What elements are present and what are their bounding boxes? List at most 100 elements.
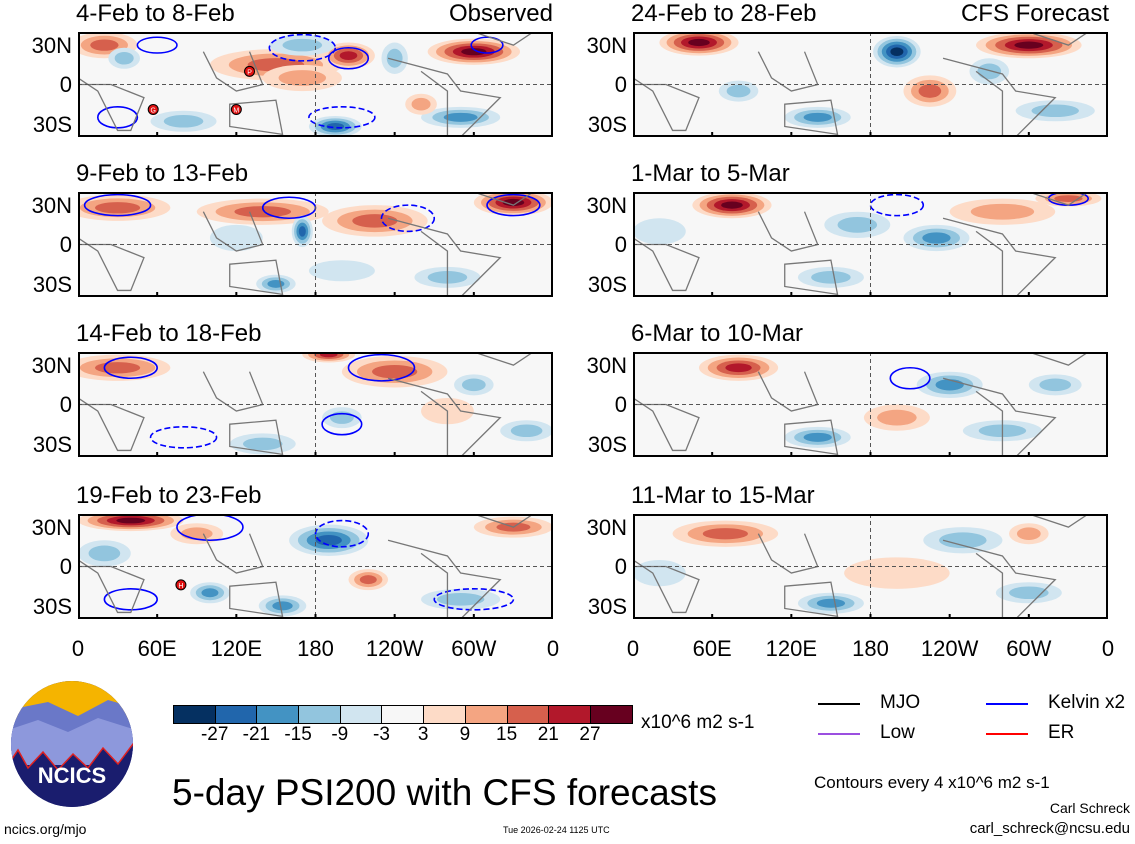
map-panel (633, 32, 1108, 137)
colorbar-tick: -15 (284, 724, 312, 745)
site-link[interactable]: ncics.org/mjo (4, 821, 87, 837)
coastline (387, 377, 502, 457)
anomaly-shading (877, 409, 917, 426)
colorbar-swatch (340, 706, 383, 723)
coastline (757, 371, 819, 412)
y-tick-label: 30S (587, 112, 627, 137)
kelvin-contour (869, 193, 925, 217)
kelvin-contour (268, 33, 337, 62)
coastline (78, 237, 145, 292)
anomaly-shading (443, 112, 478, 122)
anomaly-shading (510, 424, 543, 438)
coastline (387, 57, 502, 137)
anomaly-shading (372, 364, 418, 379)
anomaly-shading (267, 279, 285, 288)
anomaly-shading (272, 601, 293, 611)
y-tick-label: 30S (32, 432, 72, 457)
anomaly-shading (163, 114, 204, 128)
x-tick-label: 0 (71, 636, 85, 661)
anomaly-shading (702, 528, 748, 540)
colorbar-tick: 9 (459, 724, 471, 745)
kelvin-contour (314, 519, 370, 548)
map-panel (633, 352, 1108, 457)
colorbar-swatch (549, 706, 591, 723)
anomaly-shading (890, 47, 904, 56)
kelvin-contour (103, 588, 158, 611)
ncics-logo: NCICS (11, 681, 133, 807)
coastline (1028, 192, 1089, 206)
coastline (1028, 32, 1089, 46)
y-tick-label: 30N (31, 353, 72, 378)
coastline (202, 51, 264, 92)
colorbar-tick: 15 (496, 724, 518, 745)
panel-title: 9-Feb to 13-Feb (76, 160, 249, 187)
legend-label: Low (880, 722, 915, 743)
anomaly-shading (180, 527, 213, 540)
anomaly-shading (1031, 104, 1079, 118)
forecast-label: CFS Forecast (960, 0, 1109, 27)
coastline (78, 77, 145, 132)
anomaly-shading (844, 557, 950, 589)
anomaly-shading (633, 559, 686, 587)
legend-label: Kelvin x2 (1048, 692, 1126, 713)
coastline (473, 192, 534, 206)
colorbar-swatch (257, 706, 300, 723)
y-tick-label: 30N (31, 33, 72, 58)
y-tick-label: 30N (31, 193, 72, 218)
anomaly-shading (461, 378, 486, 392)
kelvin-contour (321, 412, 363, 436)
anomaly-shading (837, 216, 878, 233)
coastline (1028, 514, 1089, 528)
anomaly-shading (688, 38, 710, 47)
anomaly-shading (939, 532, 987, 549)
x-tick-label: 0 (626, 636, 640, 661)
map-panel: P G M (78, 32, 553, 137)
y-tick-label: 30N (586, 353, 627, 378)
storm-marker: P (244, 65, 256, 77)
coastline (229, 419, 284, 456)
anomaly-shading (234, 206, 291, 218)
y-tick-label: 0 (614, 72, 627, 97)
x-tick-label: 120E (210, 636, 263, 661)
kelvin-contour (327, 46, 370, 70)
coastline (78, 397, 145, 452)
panel-title: 1-Mar to 5-Mar (631, 160, 790, 187)
colorbar-tick: 27 (579, 724, 601, 745)
kelvin-contour (308, 106, 376, 129)
y-tick-label: 0 (614, 392, 627, 417)
logo-text: NCICS (38, 763, 106, 788)
x-tick-label: 180 (297, 636, 334, 661)
kelvin-contour (149, 426, 218, 449)
anomaly-shading (918, 84, 942, 98)
y-tick-label: 0 (59, 392, 72, 417)
y-tick-label: 0 (59, 72, 72, 97)
storm-marker: H (175, 579, 187, 591)
kelvin-contour (83, 193, 152, 217)
observed-label: Observed (448, 0, 553, 27)
anomaly-shading (461, 48, 487, 56)
anomaly-shading (811, 271, 851, 284)
colorbar-swatch (465, 706, 508, 723)
y-tick-label: 30S (587, 432, 627, 457)
x-tick-label: 60E (137, 636, 177, 661)
coastline (757, 51, 819, 92)
colorbar-tick: -9 (331, 724, 349, 745)
storm-label: H (178, 583, 183, 590)
colorbar-tick: 21 (537, 724, 559, 745)
anomaly-shading (278, 70, 327, 86)
legend-line (818, 703, 860, 705)
email-link[interactable]: carl_schreck@ncsu.edu (969, 820, 1130, 837)
panel-title: 14-Feb to 18-Feb (76, 320, 262, 347)
x-tick-label: 180 (852, 636, 889, 661)
anomaly-shading (88, 545, 121, 562)
kelvin-contour (486, 193, 541, 217)
legend-line (986, 733, 1028, 735)
coastline (633, 397, 700, 452)
coastline (78, 559, 145, 614)
kelvin-contour (176, 514, 244, 542)
anomaly-shading (308, 260, 375, 282)
y-tick-label: 30S (587, 272, 627, 297)
anomaly-shading (242, 437, 283, 451)
y-tick-label: 0 (59, 232, 72, 257)
coastline (784, 99, 839, 136)
